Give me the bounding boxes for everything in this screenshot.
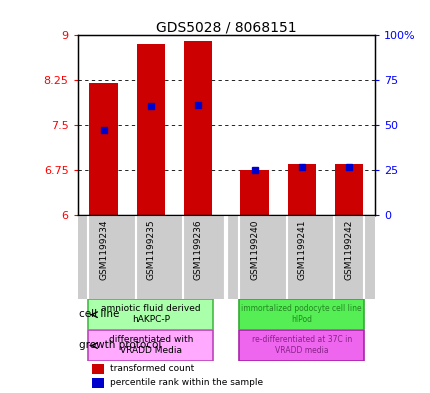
Text: cell line: cell line bbox=[78, 309, 119, 319]
Text: growth protocol: growth protocol bbox=[78, 340, 160, 350]
Text: amniotic fluid derived
hAKPC-P: amniotic fluid derived hAKPC-P bbox=[101, 304, 200, 324]
Text: differentiated with
VRADD Media: differentiated with VRADD Media bbox=[108, 335, 193, 354]
Bar bbox=[136, 44, 165, 215]
Bar bbox=[239, 299, 363, 330]
Bar bbox=[92, 364, 104, 374]
Bar bbox=[183, 41, 212, 215]
Text: percentile rank within the sample: percentile rank within the sample bbox=[110, 378, 263, 387]
Bar bbox=[88, 330, 212, 361]
Bar bbox=[239, 330, 363, 361]
Text: transformed count: transformed count bbox=[110, 364, 194, 373]
Text: re-differentiated at 37C in
VRADD media: re-differentiated at 37C in VRADD media bbox=[251, 335, 351, 354]
Bar bbox=[287, 164, 315, 215]
Text: GSM1199242: GSM1199242 bbox=[344, 219, 353, 279]
Bar bbox=[89, 83, 117, 215]
Bar bbox=[92, 378, 104, 387]
Bar bbox=[240, 170, 268, 215]
Title: GDS5028 / 8068151: GDS5028 / 8068151 bbox=[156, 20, 296, 34]
Bar bbox=[334, 164, 362, 215]
Text: GSM1199241: GSM1199241 bbox=[297, 219, 306, 280]
Text: GSM1199240: GSM1199240 bbox=[249, 219, 258, 280]
Text: GSM1199235: GSM1199235 bbox=[146, 219, 155, 280]
Text: GSM1199234: GSM1199234 bbox=[99, 219, 108, 280]
Text: GSM1199236: GSM1199236 bbox=[193, 219, 202, 280]
Bar bbox=[88, 299, 212, 330]
Text: immortalized podocyte cell line
hIPod: immortalized podocyte cell line hIPod bbox=[241, 304, 361, 324]
